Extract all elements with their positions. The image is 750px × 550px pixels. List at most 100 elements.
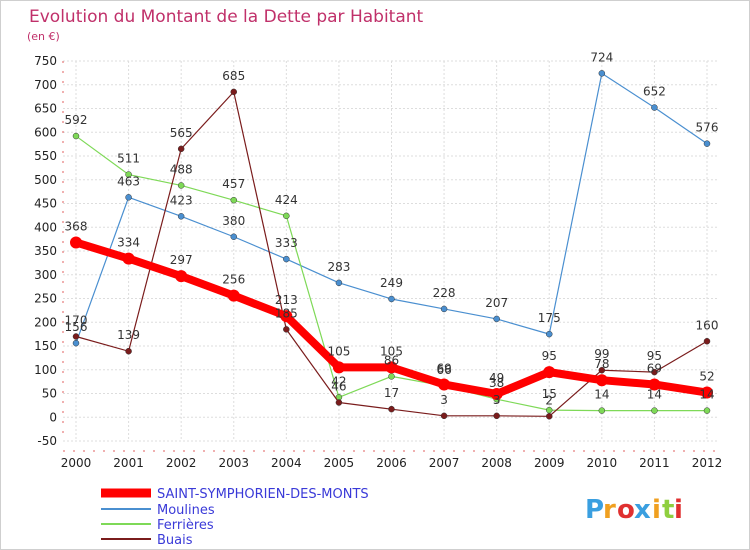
legend-entry: Moulines [157,503,215,518]
x-tick-label: 2003 [218,456,249,470]
data-label: 511 [117,152,140,166]
data-label: 105 [380,344,403,358]
y-tick-label: 700 [34,78,57,92]
data-label: 228 [433,286,456,300]
y-tick-label: 500 [34,173,57,187]
data-label: 249 [380,276,403,290]
series-point-0 [280,310,293,323]
data-label: 78 [594,357,609,371]
series-point-3 [177,145,185,153]
data-label: 592 [65,113,88,127]
logo-letter: i [674,495,683,525]
data-label: 207 [485,296,508,310]
series-point-3 [388,405,395,413]
series-point-0 [490,387,503,400]
data-label: 69 [436,361,451,375]
x-tick-label: 2002 [166,456,197,470]
series-point-2 [177,182,185,189]
data-label: 95 [542,349,557,363]
series-point-1 [125,194,132,201]
y-tick-label: 150 [34,339,57,353]
y-tick-label: 750 [34,54,57,68]
data-label: 14 [699,388,714,402]
legend-entry: Buais [157,533,193,548]
logo-letter: P [585,495,604,525]
data-label: 170 [65,314,88,328]
chart-subtitle: (en €) [27,30,60,43]
data-label: 652 [643,85,666,99]
data-label: 38 [489,376,504,390]
data-label: 105 [327,344,350,358]
data-label: 160 [696,318,719,332]
data-label: 3 [440,393,448,407]
y-tick-label: 100 [34,363,57,377]
series-point-1 [651,104,658,111]
series-point-1 [546,330,553,338]
chart-title: Evolution du Montant de la Dette par Hab… [29,7,424,27]
series-point-3 [703,338,711,345]
data-label: 14 [647,388,662,402]
series-point-3 [125,347,132,355]
legend-entry: Ferrières [157,518,214,533]
data-label: 69 [647,361,662,375]
y-tick-label: 200 [34,315,57,329]
data-label: 213 [275,293,298,307]
x-tick-label: 2001 [113,456,144,470]
data-label: 99 [594,347,609,361]
series-point-2 [230,196,237,204]
y-tick-label: -50 [37,434,57,448]
x-tick-label: 2007 [429,456,460,470]
y-tick-label: 50 [42,387,57,401]
y-tick-label: 550 [34,149,57,163]
data-label: 185 [275,306,298,320]
x-tick-label: 2010 [587,456,618,470]
series-point-1 [440,305,448,313]
data-label: 334 [117,236,140,250]
logo-letter: i [652,495,661,525]
series-point-2 [546,406,553,414]
y-tick-label: 300 [34,268,57,282]
logo-letter: r [603,495,616,525]
series-point-1 [388,295,395,303]
y-tick-label: 400 [34,220,57,234]
series-point-3 [440,412,448,420]
data-label: 49 [489,371,504,385]
logo-letter: o [617,495,635,525]
data-label: 66 [436,363,451,377]
data-label: 2 [545,393,553,407]
series-point-3 [335,399,343,406]
series-point-0 [648,378,661,391]
data-label: 42 [331,374,346,388]
data-label: 333 [275,236,298,250]
data-label: 86 [384,353,399,367]
series-point-2 [283,212,290,220]
y-tick-label: 450 [34,197,57,211]
series-point-0 [595,374,608,387]
y-tick-label: 600 [34,125,57,139]
data-label: 488 [170,162,193,176]
series-point-0 [227,289,240,302]
data-label: 724 [590,50,613,64]
data-label: 368 [65,219,88,233]
x-tick-label: 2011 [639,456,670,470]
x-tick-label: 2009 [534,456,565,470]
y-tick-label: 650 [34,102,57,116]
data-label: 463 [117,174,140,188]
legend-entry: SAINT-SYMPHORIEN-DES-MONTS [157,487,369,502]
series-point-1 [335,279,343,287]
series-point-0 [175,270,188,283]
x-tick-label: 2012 [692,456,723,470]
data-label: 15 [542,387,557,401]
series-point-3 [651,368,658,376]
series-point-1 [493,315,500,323]
legend: SAINT-SYMPHORIEN-DES-MONTSMoulinesFerriè… [101,487,369,548]
logo-letter: t [662,495,674,525]
data-label: 423 [170,193,193,207]
series-point-3 [546,413,553,420]
data-label: 95 [647,349,662,363]
proxiti-logo: Pr o x i t i [585,495,683,525]
y-tick-label: 0 [49,410,57,424]
series-point-2 [388,373,395,380]
data-label: 46 [331,380,346,394]
